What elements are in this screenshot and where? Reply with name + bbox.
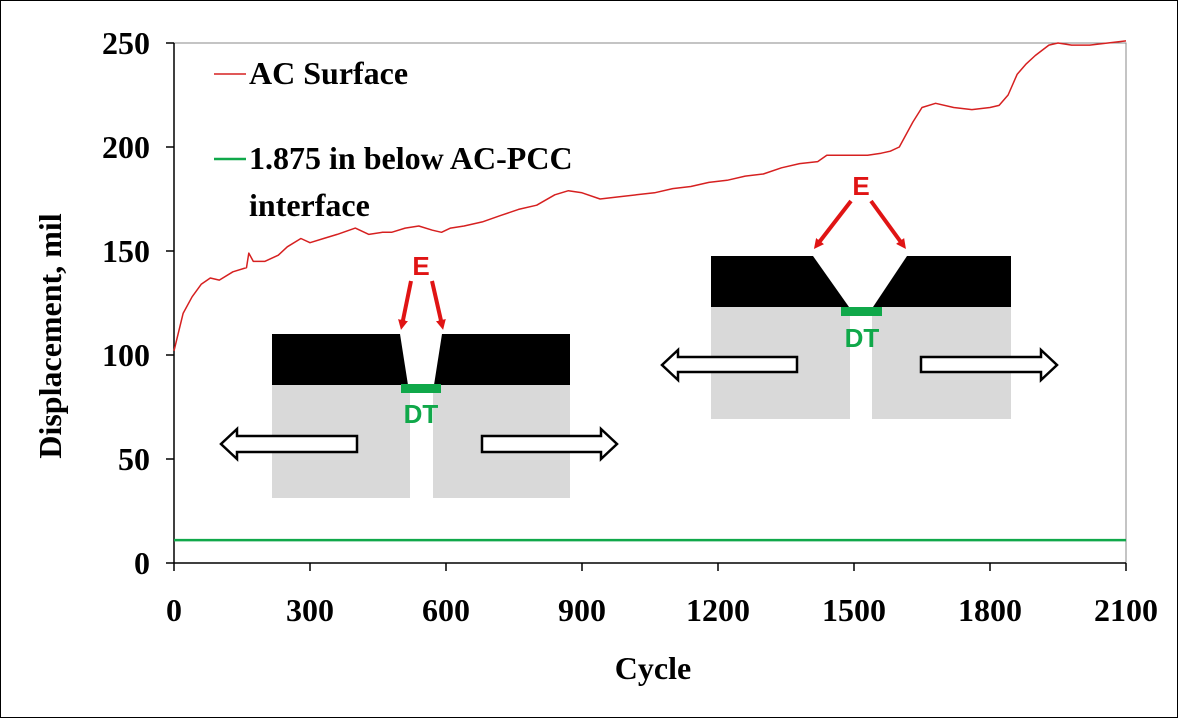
x-tick-label: 1200 [686,592,750,628]
dt-label: DT [845,323,880,353]
e-label: E [412,251,429,281]
x-tick-label: 2100 [1094,592,1158,628]
ac-layer-left [711,256,849,307]
ac-layer-right [873,256,1011,307]
y-tick-label: 200 [102,129,150,165]
x-tick-label: 1500 [822,592,886,628]
x-tick-label: 300 [286,592,334,628]
y-tick-label: 150 [102,233,150,269]
legend-label-ac-surface: AC Surface [249,55,408,91]
y-ticks: 0 50 100 150 200 250 [102,25,174,581]
x-tick-label: 900 [558,592,606,628]
dt-label: DT [404,399,439,429]
y-tick-label: 100 [102,337,150,373]
crack-diagram-1: DT E [219,251,619,498]
crack-diagram-2: DT E [660,171,1059,419]
x-axis-title: Cycle [615,650,691,686]
x-tick-label: 600 [422,592,470,628]
ac-layer-right [434,334,570,385]
tension-arrow-right [919,347,1059,383]
e-arrow-right [430,280,446,330]
e-arrow-left [398,280,413,330]
dt-gauge [401,384,441,393]
legend: AC Surface 1.875 in below AC-PCC interfa… [214,55,573,223]
series-line-ac-surface [173,40,1127,351]
tension-arrow-left [660,347,799,383]
tension-arrow-right [480,426,619,462]
y-tick-label: 0 [134,545,150,581]
y-tick-label: 250 [102,25,150,61]
dt-gauge [841,307,882,316]
legend-label-below-interface: 1.875 in below AC-PCC [249,140,573,176]
ac-layer-left [272,334,408,385]
e-arrow-left [813,199,853,249]
y-tick-label: 50 [118,441,150,477]
x-tick-label: 0 [166,592,182,628]
y-axis-title: Displacement, mil [32,213,68,458]
x-tick-label: 1800 [958,592,1022,628]
x-ticks: 0 300 600 900 1200 1500 1800 2100 [166,563,1158,628]
series-layer [173,40,1127,542]
legend-label-below-interface-line2: interface [249,187,370,223]
tension-arrow-left [219,426,359,462]
e-arrow-right [869,199,906,250]
e-label: E [852,171,869,201]
